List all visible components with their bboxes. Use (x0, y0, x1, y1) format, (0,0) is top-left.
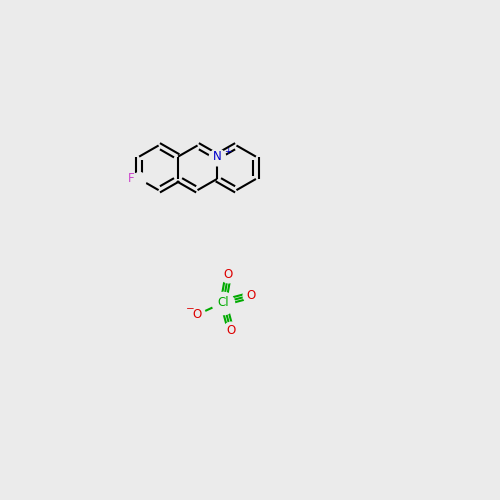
Text: O: O (247, 288, 256, 302)
Text: F: F (128, 172, 134, 186)
Text: Cl: Cl (218, 296, 229, 309)
Text: N: N (212, 150, 222, 163)
Text: O: O (192, 308, 202, 322)
Text: O: O (226, 324, 235, 337)
Text: O: O (224, 268, 233, 280)
Text: +: + (224, 146, 232, 156)
Text: −: − (186, 304, 194, 314)
